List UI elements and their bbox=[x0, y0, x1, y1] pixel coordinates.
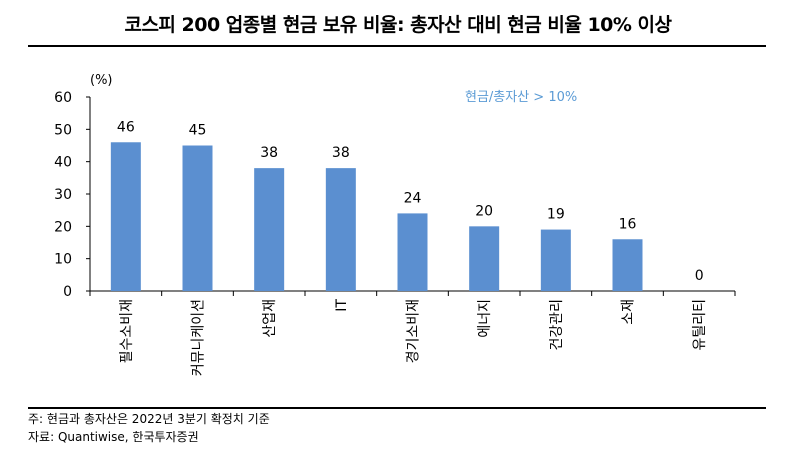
x-category-label: 에너지 bbox=[477, 299, 493, 338]
bar bbox=[612, 239, 643, 291]
bar bbox=[254, 168, 285, 291]
bar bbox=[110, 142, 141, 291]
bar-chart: (%) 현금/총자산 > 10% 0 10 20 30 40 50 60 46 45 38 38 2… bbox=[54, 73, 736, 376]
x-category-label: 산업재 bbox=[262, 299, 278, 338]
y-tick-label: 50 bbox=[54, 122, 72, 138]
y-tick-label: 10 bbox=[54, 252, 72, 268]
data-label: 38 bbox=[332, 145, 350, 161]
y-tick-label: 30 bbox=[54, 187, 72, 203]
y-tick-label: 60 bbox=[54, 90, 72, 106]
x-category-label: 커뮤니케이션 bbox=[191, 299, 207, 376]
x-category-label: 필수소비재 bbox=[119, 299, 135, 363]
bar bbox=[325, 168, 356, 291]
data-label: 19 bbox=[547, 207, 565, 223]
x-category-label: 경기소비재 bbox=[406, 299, 422, 363]
x-category-label: 건강관리 bbox=[549, 299, 565, 351]
data-label: 20 bbox=[475, 203, 493, 219]
footnote: 주: 현금과 총자산은 2022년 3분기 확정치 기준 bbox=[28, 412, 270, 426]
x-category-label: IT bbox=[334, 299, 350, 312]
x-category-label: 유틸리티 bbox=[692, 299, 708, 351]
data-label: 16 bbox=[619, 216, 637, 232]
data-label: 0 bbox=[695, 268, 704, 284]
y-tick-label: 0 bbox=[63, 284, 72, 300]
bar bbox=[182, 145, 213, 291]
bottom-divider bbox=[28, 407, 766, 409]
chart-annotation: 현금/총자산 > 10% bbox=[465, 90, 577, 105]
bar bbox=[540, 229, 571, 291]
y-unit-label: (%) bbox=[90, 73, 113, 88]
chart-title: 코스피 200 업종별 현금 보유 비율: 총자산 대비 현금 비율 10% 이… bbox=[124, 14, 672, 36]
bar bbox=[469, 226, 500, 291]
y-tick-label: 20 bbox=[54, 219, 72, 235]
bar bbox=[397, 213, 428, 291]
data-label: 45 bbox=[189, 123, 207, 139]
y-tick-label: 40 bbox=[54, 155, 72, 171]
data-label: 38 bbox=[260, 145, 278, 161]
top-divider bbox=[28, 45, 766, 47]
x-category-label: 소재 bbox=[621, 299, 637, 325]
source-note: 자료: Quantiwise, 한국투자증권 bbox=[28, 430, 199, 444]
data-label: 24 bbox=[404, 190, 422, 206]
data-label: 46 bbox=[117, 119, 135, 135]
